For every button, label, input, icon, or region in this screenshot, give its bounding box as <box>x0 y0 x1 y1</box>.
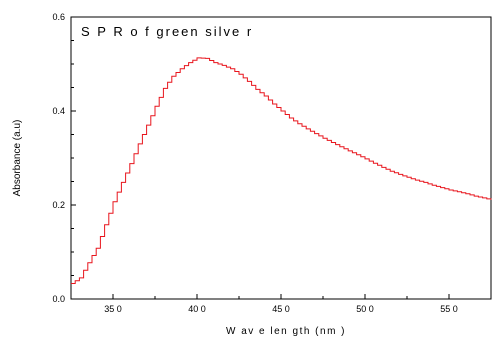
x-tick-label: 55 0 <box>440 304 458 314</box>
x-axis-ticks: 35 0 40 0 45 0 50 0 55 0 <box>104 294 458 314</box>
x-tick-label: 35 0 <box>104 304 122 314</box>
y-tick-label: 0.0 <box>52 294 65 304</box>
y-tick-label: 0.6 <box>52 12 65 22</box>
series-line <box>71 57 492 284</box>
x-tick-label: 40 0 <box>188 304 206 314</box>
chart-title: S P R o f green silve r <box>81 24 253 39</box>
x-tick-label: 45 0 <box>272 304 290 314</box>
y-tick-label: 0.2 <box>52 200 65 210</box>
series-layer <box>71 57 492 284</box>
x-tick-label: 50 0 <box>356 304 374 314</box>
y-axis-ticks: 0.0 0.2 0.4 0.6 <box>52 12 76 304</box>
y-tick-label: 0.4 <box>52 106 65 116</box>
y-axis-title: Absorbance (a.u) <box>12 120 23 197</box>
x-axis-title: W av e len gth (nm ) <box>226 326 346 337</box>
